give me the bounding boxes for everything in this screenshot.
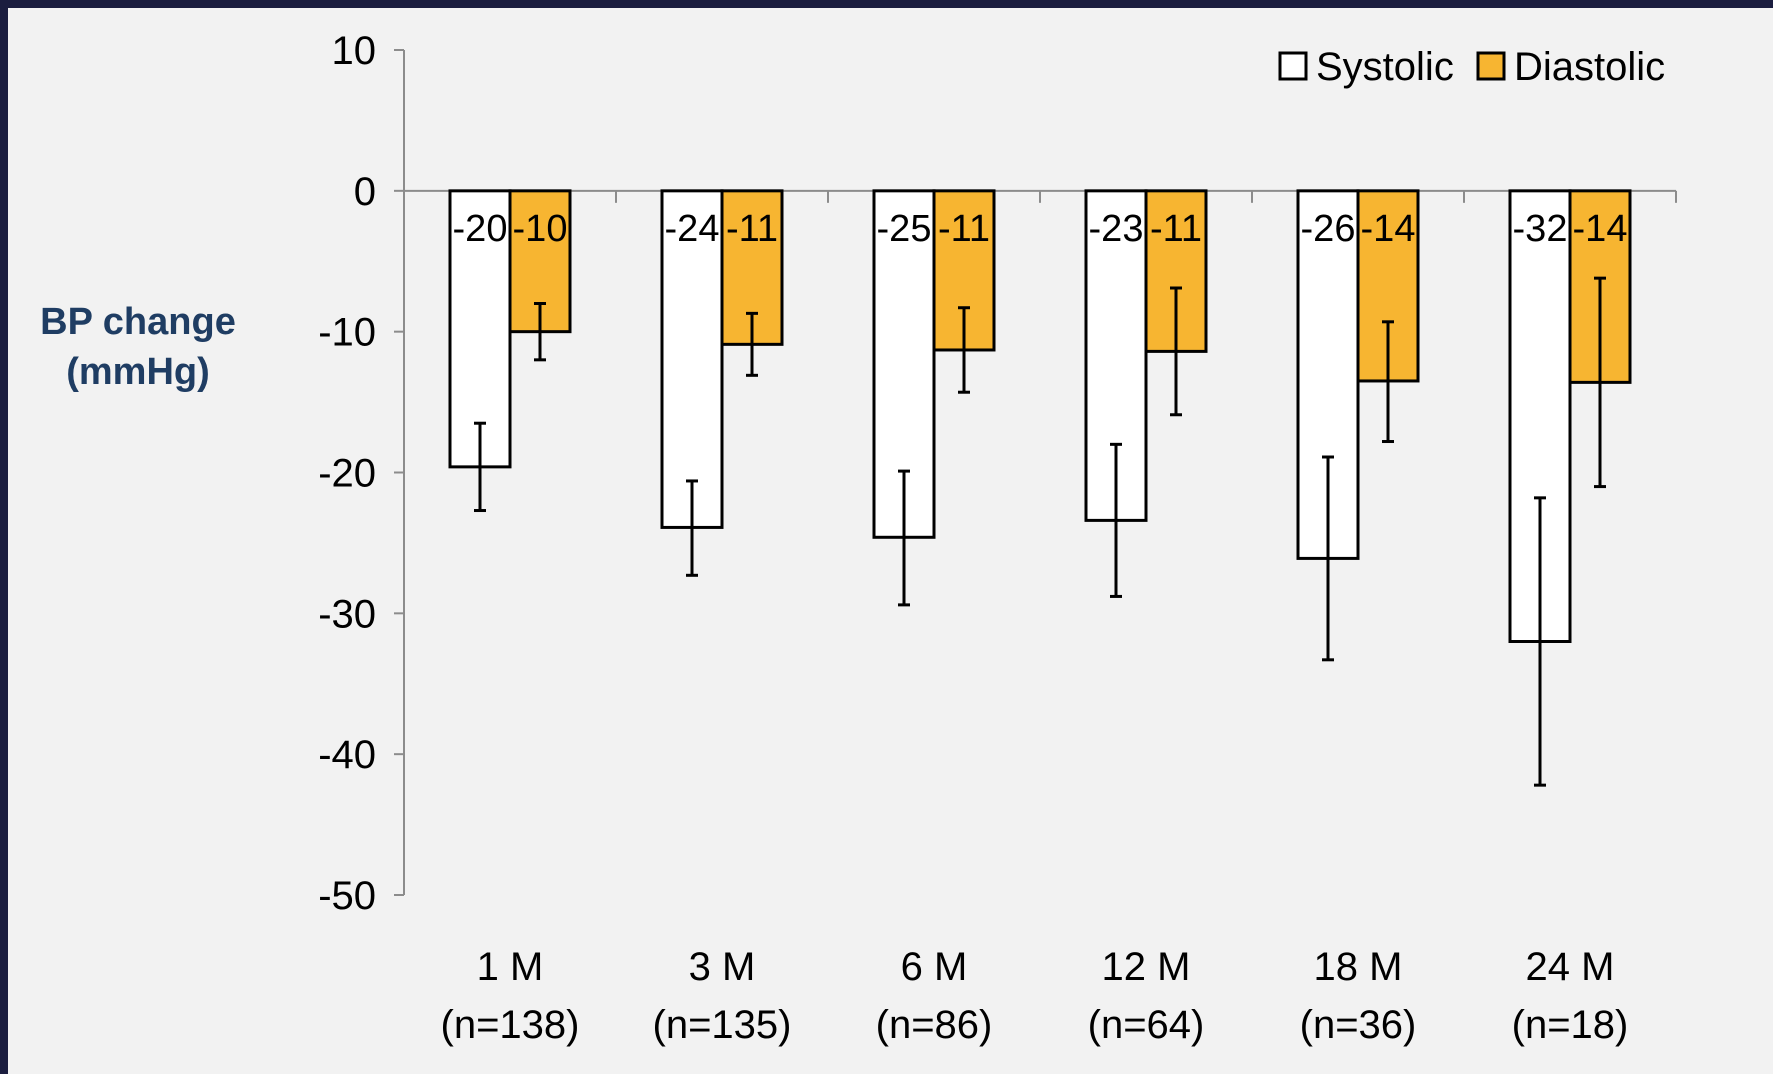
category-sublabel: (n=36) <box>1300 1003 1417 1047</box>
legend-swatch-diastolic <box>1476 51 1506 81</box>
category-sublabel: (n=18) <box>1512 1003 1629 1047</box>
category-label: 12 M <box>1102 945 1191 989</box>
category-label: 6 M <box>901 945 968 989</box>
category-sublabel: (n=86) <box>876 1003 993 1047</box>
bars <box>448 189 1632 643</box>
y-tick-label: -50 <box>318 874 376 918</box>
category-sublabel: (n=64) <box>1088 1003 1205 1047</box>
data-label-diastolic: -11 <box>726 208 778 250</box>
category-label: 3 M <box>689 945 756 989</box>
data-label-systolic: -20 <box>453 208 508 250</box>
y-tick-label: -30 <box>318 592 376 636</box>
error-bars <box>474 276 1606 787</box>
data-label-diastolic: -11 <box>938 208 990 250</box>
y-tick-label: 0 <box>354 170 376 214</box>
category-sublabel: (n=135) <box>653 1003 792 1047</box>
legend-label-systolic: Systolic <box>1316 45 1454 89</box>
data-label-diastolic: -10 <box>513 208 568 250</box>
data-label-systolic: -32 <box>1513 208 1568 250</box>
y-tick-label: 10 <box>332 29 377 73</box>
chart-frame: BP change (mmHg) 10 0 -10 -20 -30 -40 -50 -20-… <box>8 8 1773 1074</box>
legend: Systolic Diastolic <box>1278 45 1665 89</box>
y-tick-label: -10 <box>318 311 376 355</box>
y-axis-label-line1: BP change <box>40 301 236 343</box>
data-label-diastolic: -14 <box>1361 208 1416 250</box>
bp-change-bar-chart: BP change (mmHg) 100-10-20-30-40-50 -20-… <box>40 29 1677 1047</box>
axes: 100-10-20-30-40-50 <box>318 29 1677 918</box>
category-labels: 1 M (n=138) 3 M (n=135) 6 M (n=86) 12 M (n=64) 1… <box>441 945 1629 1047</box>
y-axis-label: BP change (mmHg) <box>40 301 236 393</box>
legend-label-diastolic: Diastolic <box>1514 45 1665 89</box>
data-label-systolic: -24 <box>665 208 720 250</box>
y-tick-label: -40 <box>318 733 376 777</box>
legend-swatch-systolic <box>1278 51 1308 81</box>
data-label-diastolic: -11 <box>1150 208 1202 250</box>
data-label-diastolic: -14 <box>1573 208 1628 250</box>
category-label: 24 M <box>1526 945 1615 989</box>
y-tick-label: -20 <box>318 452 376 496</box>
category-label: 1 M <box>477 945 544 989</box>
data-label-systolic: -26 <box>1301 208 1356 250</box>
y-axis-label-line2: (mmHg) <box>66 351 210 393</box>
data-label-systolic: -23 <box>1089 208 1144 250</box>
data-labels: -20 -10 -24 -11 -25 -11 -23 -11 -26 -14 -32 -14 <box>453 208 1628 250</box>
category-label: 18 M <box>1314 945 1403 989</box>
category-sublabel: (n=138) <box>441 1003 580 1047</box>
data-label-systolic: -25 <box>877 208 932 250</box>
